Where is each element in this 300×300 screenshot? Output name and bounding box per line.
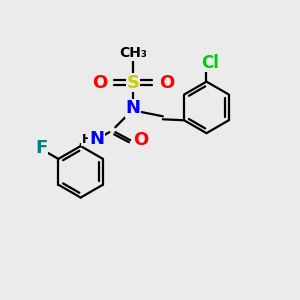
Text: S: S [127,74,140,92]
Text: H: H [81,133,92,146]
Text: F: F [35,139,47,157]
Text: N: N [126,99,141,117]
Text: CH₃: CH₃ [119,46,147,60]
Text: O: O [134,131,149,149]
Text: Cl: Cl [202,53,219,71]
Text: O: O [159,74,175,92]
Text: N: N [89,130,104,148]
Text: O: O [92,74,107,92]
